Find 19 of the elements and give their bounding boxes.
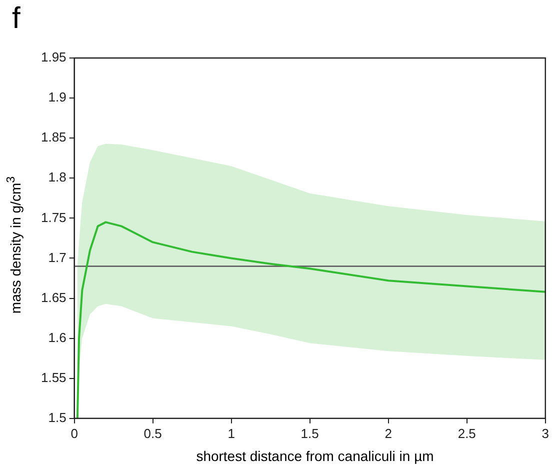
y-tick-label: 1.9 [48,90,66,105]
x-tick-label: 1 [228,426,235,441]
y-tick-label: 1.7 [48,250,66,265]
text: f [12,2,20,36]
y-tick-label: 1.6 [48,330,66,345]
x-tick-label: 0 [70,426,78,441]
y-tick-label: 1.95 [40,50,66,65]
x-tick-label: 1.5 [300,426,319,441]
x-tick-label: 3 [542,426,549,441]
x-axis-title: shortest distance from canaliculi in µm [195,448,435,464]
y-tick-label: 1.85 [40,130,66,145]
x-tick-label: 0.5 [144,426,162,441]
x-tick-label: 2.5 [458,426,476,441]
y-tick-label: 1.8 [48,170,66,185]
y-tick-label: 1.75 [40,210,66,225]
y-tick-label: 1.5 [48,410,66,425]
y-tick-label: 1.65 [40,290,66,305]
x-tick-label: 2 [384,426,392,441]
y-tick-label: 1.55 [40,370,66,385]
